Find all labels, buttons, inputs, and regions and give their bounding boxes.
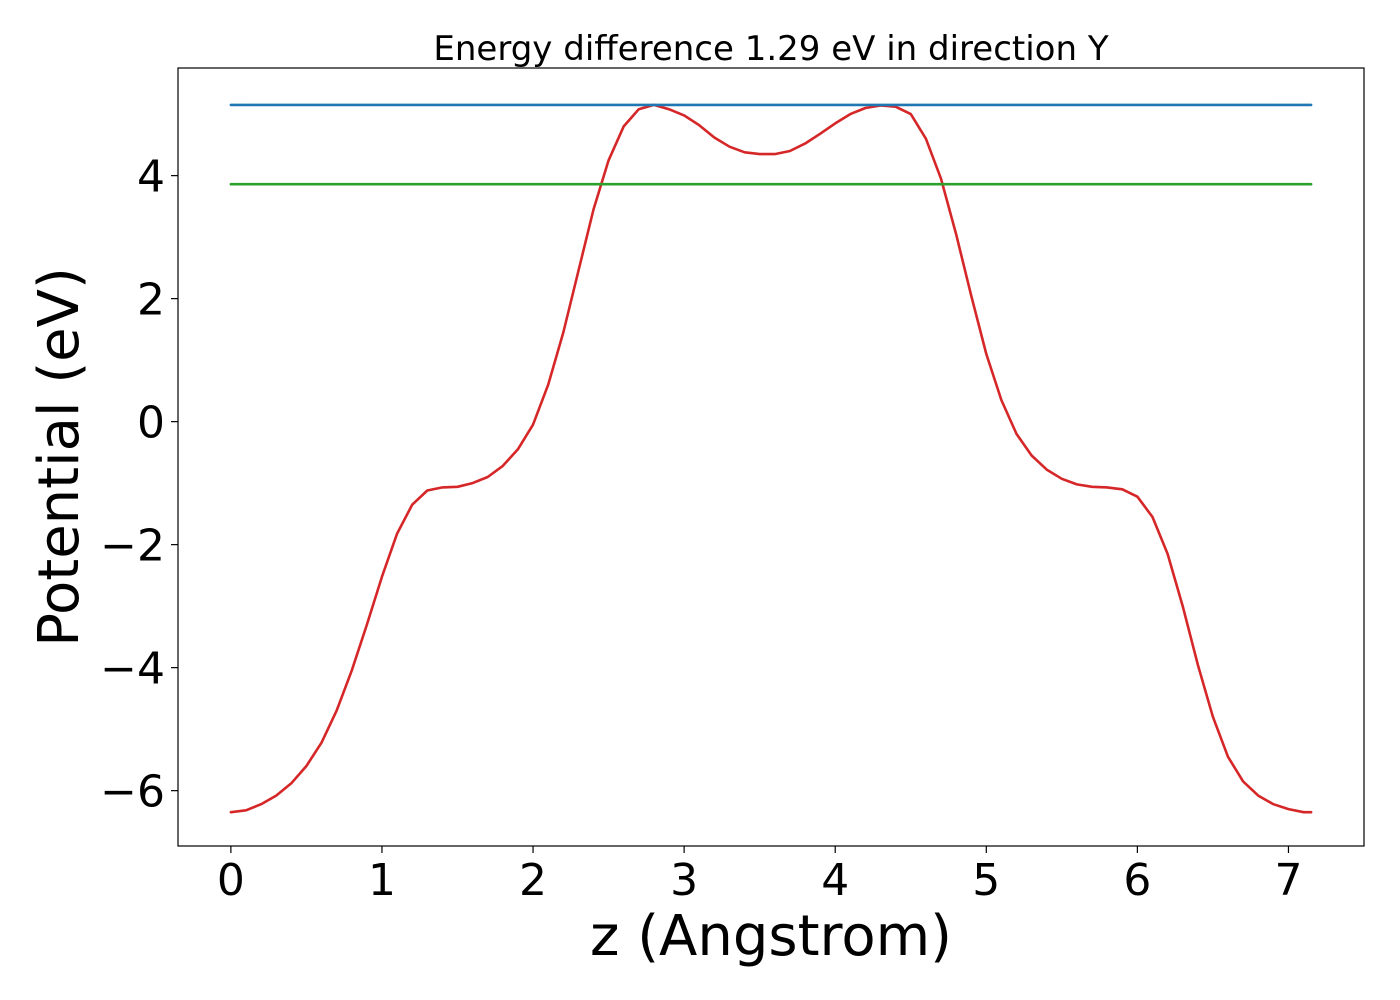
y-axis: 4 2 0 −2 −4 −6 [100,152,178,818]
x-tick-label: 4 [821,855,849,906]
series-line-0 [229,103,1313,814]
x-tick-label: 7 [1274,855,1302,906]
chart-title: Energy difference 1.29 eV in direction Y [433,29,1108,69]
x-tick-label: 5 [972,855,1000,906]
x-tick-label: 1 [368,855,396,906]
x-axis: 0 1 2 3 4 5 6 7 [217,846,1302,906]
y-axis-title: Potential (eV) [27,267,92,647]
y-tick-label: −4 [100,644,165,695]
plot-area [229,103,1313,814]
x-tick-label: 2 [519,855,547,906]
y-tick-label: −2 [100,521,165,572]
y-tick-label: 4 [137,152,165,203]
y-tick-label: −6 [100,767,165,818]
x-tick-label: 6 [1123,855,1151,906]
plot-frame [177,67,1365,847]
x-tick-label: 0 [217,855,245,906]
y-tick-label: 2 [137,275,165,326]
x-tick-label: 3 [670,855,698,906]
y-tick-label: 0 [137,398,165,449]
x-axis-title: z (Angstrom) [590,904,952,969]
